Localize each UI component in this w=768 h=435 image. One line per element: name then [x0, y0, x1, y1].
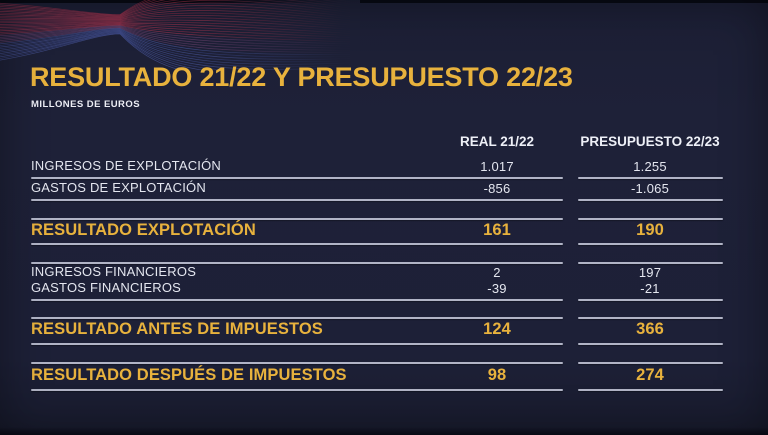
row-label: INGRESOS FINANCIEROS: [31, 264, 197, 279]
row-label: RESULTADO DESPUÉS DE IMPUESTOS: [31, 366, 347, 384]
rule-line: [31, 299, 563, 301]
rule-line: [578, 343, 723, 345]
column-header-real: REAL 21/22: [459, 134, 535, 149]
table-row: GASTOS DE EXPLOTACIÓN -856 -1.065: [0, 180, 768, 200]
wave-mesh-icon: [0, 0, 360, 70]
rule-line: [578, 177, 723, 179]
rule-line: [31, 262, 563, 264]
row-label: GASTOS FINANCIEROS: [31, 280, 181, 295]
row-value-presupuesto: 274: [636, 366, 664, 384]
rule-line: [578, 362, 723, 364]
row-value-presupuesto: 190: [636, 221, 664, 239]
row-value-real: 124: [483, 320, 511, 338]
rule-line: [578, 317, 723, 319]
rule-line: [31, 317, 563, 319]
table-row: INGRESOS FINANCIEROS 2 197: [0, 264, 768, 284]
rule-line: [31, 343, 563, 345]
units-subtitle: MILLONES DE EUROS: [31, 99, 140, 110]
row-value-real: -856: [483, 181, 511, 196]
row-value-real: 161: [483, 221, 511, 239]
rule-line: [578, 299, 723, 301]
rule-line: [578, 218, 723, 220]
row-label: INGRESOS DE EXPLOTACIÓN: [31, 158, 222, 173]
wave-fade-overlay: [0, 0, 360, 70]
row-value-real: 98: [487, 366, 507, 384]
table-row-result: RESULTADO DESPUÉS DE IMPUESTOS 98 274: [0, 366, 768, 386]
row-value-real: 1.017: [480, 159, 514, 174]
column-header-presupuesto: PRESUPUESTO 22/23: [580, 134, 720, 149]
row-value-presupuesto: 1.255: [633, 159, 667, 174]
table-row: GASTOS FINANCIEROS -39 -21: [0, 280, 768, 300]
row-value-real: -39: [487, 281, 507, 296]
rule-line: [578, 389, 723, 391]
row-label: RESULTADO EXPLOTACIÓN: [31, 221, 256, 239]
bottom-edge-strip: [0, 427, 768, 435]
row-value-presupuesto: -21: [640, 281, 660, 296]
rule-line: [578, 199, 723, 201]
top-edge-strip: [0, 0, 768, 3]
rule-line: [31, 243, 563, 245]
rule-line: [31, 177, 563, 179]
rule-line: [578, 243, 723, 245]
rule-line: [31, 199, 563, 201]
rule-line: [31, 389, 563, 391]
row-value-presupuesto: 197: [638, 265, 662, 280]
page-title: RESULTADO 21/22 Y PRESUPUESTO 22/23: [30, 62, 573, 92]
table-row-result: RESULTADO ANTES DE IMPUESTOS 124 366: [0, 320, 768, 340]
row-value-presupuesto: 366: [636, 320, 664, 338]
rule-line: [31, 362, 563, 364]
row-value-real: 2: [493, 265, 501, 280]
rule-line: [31, 218, 563, 220]
row-label: RESULTADO ANTES DE IMPUESTOS: [31, 320, 323, 338]
table-row: INGRESOS DE EXPLOTACIÓN 1.017 1.255: [0, 158, 768, 178]
rule-line: [578, 262, 723, 264]
row-label: GASTOS DE EXPLOTACIÓN: [31, 180, 206, 195]
table-row-result: RESULTADO EXPLOTACIÓN 161 190: [0, 221, 768, 241]
row-value-presupuesto: -1.065: [630, 181, 670, 196]
